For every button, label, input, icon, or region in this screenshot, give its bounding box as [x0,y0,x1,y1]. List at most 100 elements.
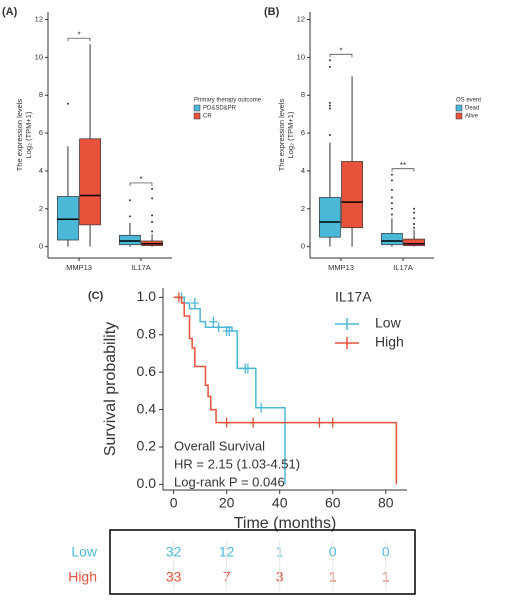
axes [162,288,407,491]
y-axis-label: Log₂ (TPM+1) [24,111,33,158]
legend-label: Alive [465,114,479,120]
x-tick-label: 40 [272,495,288,511]
y-tick-label: 6 [301,128,305,137]
legend-label: CR [203,114,212,120]
y-tick-label: 0.0 [137,475,157,491]
y-tick-label: 10 [35,52,43,61]
censor-mark [243,363,252,374]
outlier [151,230,154,233]
risk-row-label: High [68,569,97,585]
outlier [390,173,393,176]
x-tick-label: MMP13 [66,263,92,272]
outlier [328,59,331,62]
y-tick-label: 1.0 [137,288,157,304]
significance: ** [400,161,406,170]
censor-mark [209,316,218,327]
censor-mark [257,402,266,413]
legend-title: OS event [456,98,481,104]
outlier [151,221,154,224]
y-tick-label: 4 [301,166,305,175]
outlier [390,179,393,182]
significance-bracket [67,37,91,42]
legend-swatch [335,318,359,330]
outlier [328,101,331,104]
legend-title: Primary therapy outcome [194,98,262,104]
outlier [390,188,393,191]
y-tick-label: 0.2 [137,438,157,454]
outlier [328,134,331,136]
censor-mark [214,322,223,333]
survival-curve [173,296,398,485]
legend-swatch [193,112,201,120]
x-axis-label: Time (months) [234,515,337,532]
legend-swatch [193,104,201,112]
outlier [413,217,416,220]
legend-swatch [335,337,359,349]
significance: * [77,30,80,39]
censor-mark [222,417,231,428]
outlier [328,65,331,68]
y-tick-label: 0 [39,242,43,251]
box [403,238,425,247]
censor-mark [249,417,258,428]
censor-mark [328,417,337,428]
censor-mark [190,297,199,308]
risk-row-label: Low [71,544,98,560]
outlier [66,102,69,105]
x-tick-label: 60 [325,495,341,511]
outlier [390,207,393,210]
censor-mark [174,292,183,303]
panel-label: (A) [2,6,18,18]
y-tick-label: 2 [301,204,305,213]
outlier [128,215,131,218]
annotation: HR = 2.15 (1.03-4.51) [174,456,300,471]
y-tick-label: 8 [301,90,305,99]
outlier [413,211,416,214]
legend-label: Dead [465,106,479,112]
box [119,234,141,246]
box [341,161,363,229]
box [57,196,79,241]
y-tick-label: 2 [39,204,43,213]
y-axis-label: The expression levels [277,98,286,171]
legend-swatch [455,104,463,112]
outlier [413,222,416,225]
significance: * [139,175,142,184]
outlier [390,202,393,205]
significance-bracket [391,168,415,172]
y-tick-label: 0.8 [137,325,157,341]
outlier [151,214,154,217]
y-tick-label: 0.4 [137,400,157,416]
legend-title: IL17A [335,289,372,305]
survival-curve [173,296,286,485]
significance-bracket [129,182,153,186]
outlier [151,187,154,190]
outlier [390,213,393,216]
box [381,233,403,246]
outlier [328,107,331,110]
legend-label: PD&SD&PR [203,106,237,112]
y-tick-label: 8 [39,90,43,99]
y-axis-label: Log₂ (TPM+1) [286,111,295,158]
outlier [328,104,331,107]
significance-bracket [329,53,353,58]
annotation: Overall Survival [174,438,265,453]
y-tick-label: 4 [39,166,43,175]
significance: * [339,46,342,55]
outlier [128,199,131,202]
x-tick-label: IL17A [393,263,413,272]
x-tick-label: MMP13 [328,263,354,272]
y-axis-label: The expression levels [15,98,24,171]
box [79,138,101,226]
annotation: Log-rank P = 0.046 [174,474,285,489]
risk-table-border [109,529,416,595]
y-tick-label: 10 [297,52,305,61]
y-tick-label: 12 [297,15,305,24]
outlier [413,207,416,210]
y-tick-label: 12 [35,15,43,24]
outlier [151,197,154,200]
x-tick-label: IL17A [131,263,151,272]
x-tick-label: 80 [378,495,394,511]
legend-label: High [375,334,404,350]
